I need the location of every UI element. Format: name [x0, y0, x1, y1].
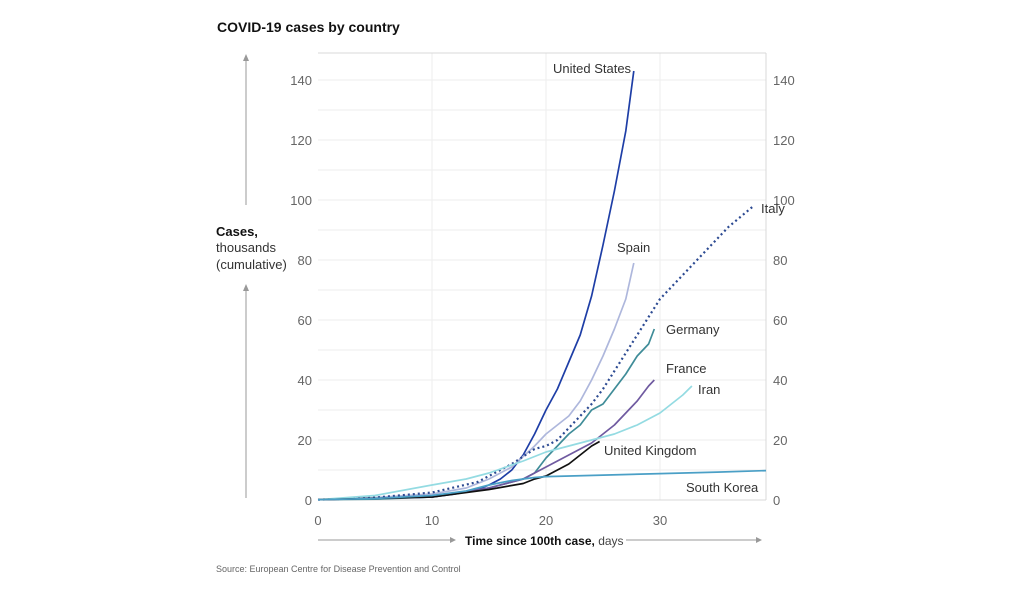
- x-axis-label: Time since 100th case, days: [318, 534, 762, 548]
- series-line-spain: [317, 262, 635, 501]
- grid: [318, 52, 767, 501]
- series-line-iran: [317, 385, 693, 501]
- y-tick-label-right: 60: [773, 313, 787, 328]
- series-label: France: [666, 361, 706, 376]
- x-tick-label: 10: [425, 513, 439, 528]
- x-arrow-right-head: [756, 537, 762, 543]
- series-label: United Kingdom: [604, 443, 697, 458]
- x-arrow-left-head: [450, 537, 456, 543]
- y-tick-label-right: 20: [773, 433, 787, 448]
- y-tick-label-left: 60: [298, 313, 312, 328]
- source-note: Source: European Centre for Disease Prev…: [216, 564, 461, 574]
- series-line-south-korea: [317, 469, 767, 501]
- series-label: Italy: [761, 201, 785, 216]
- y-tick-label-left: 20: [298, 433, 312, 448]
- x-tick-label: 0: [314, 513, 321, 528]
- y-label-line-2: (cumulative): [216, 257, 287, 272]
- series-label: Germany: [666, 322, 720, 337]
- y-label-bold: Cases,: [216, 224, 258, 239]
- y-tick-label-left: 100: [290, 193, 312, 208]
- y-tick-label-right: 100: [773, 193, 795, 208]
- x-label-bold: Time since 100th case,: [465, 534, 595, 548]
- y-tick-label-right: 0: [773, 493, 780, 508]
- y-tick-label-left: 80: [298, 253, 312, 268]
- y-label-line-1: thousands: [216, 240, 276, 255]
- y-tick-label-right: 40: [773, 373, 787, 388]
- chart-title: COVID-19 cases by country: [217, 19, 400, 35]
- y-arrow-lower-head: [243, 284, 249, 291]
- series-line-united-kingdom: [317, 440, 601, 501]
- x-tick-label: 20: [539, 513, 553, 528]
- series-labels: United States Spain Italy Germany France Iran…: [553, 61, 785, 495]
- y-tick-label-right: 80: [773, 253, 787, 268]
- y-tick-label-right: 120: [773, 133, 795, 148]
- y-tick-label-right: 140: [773, 73, 795, 88]
- series-label: South Korea: [686, 480, 759, 495]
- series-line-italy: [317, 205, 755, 501]
- series-lines: [317, 70, 767, 501]
- y-tick-label-left: 140: [290, 73, 312, 88]
- x-tick-label: 30: [653, 513, 667, 528]
- series-line-united-states: [317, 70, 635, 501]
- y-tick-label-left: 120: [290, 133, 312, 148]
- series-label: Iran: [698, 382, 720, 397]
- series-label: Spain: [617, 240, 650, 255]
- series-line-france: [317, 379, 655, 501]
- y-axis-label: Cases, thousands (cumulative): [216, 54, 287, 498]
- x-label-unit: days: [595, 534, 624, 548]
- x-label: Time since 100th case, days: [465, 534, 624, 548]
- y-arrow-upper-head: [243, 54, 249, 61]
- y-tick-label-left: 0: [305, 493, 312, 508]
- series-label: United States: [553, 61, 632, 76]
- y-tick-label-left: 40: [298, 373, 312, 388]
